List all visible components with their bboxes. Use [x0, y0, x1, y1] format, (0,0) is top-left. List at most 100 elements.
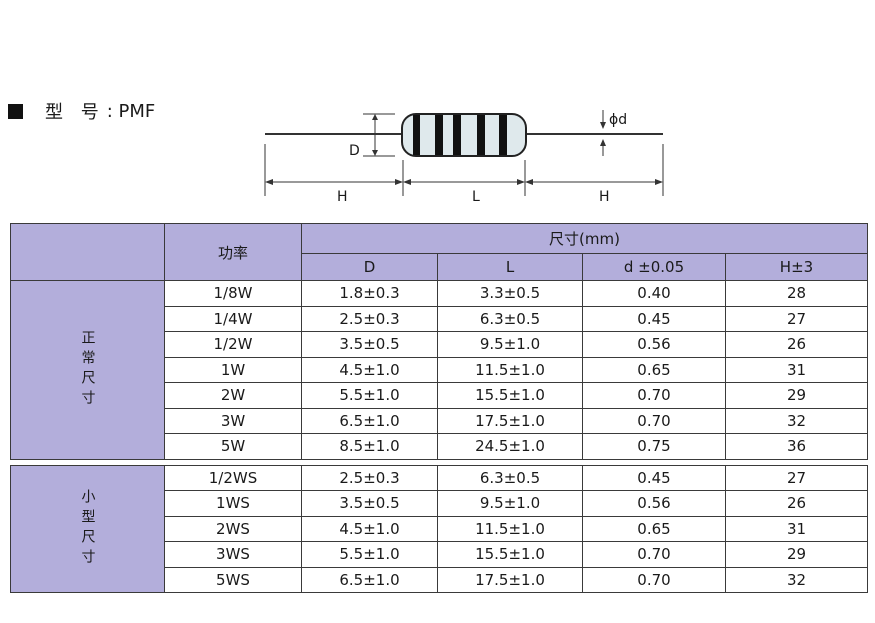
h-cell: 32 [725, 566, 868, 593]
body-length-label: L [472, 189, 480, 205]
d-cell: 4.5±1.0 [301, 515, 438, 542]
d-cell: 6.5±1.0 [301, 407, 438, 434]
d-cell: 2.5±0.3 [301, 305, 438, 332]
l-cell: 6.3±0.5 [437, 464, 583, 491]
lead-d-cell: 0.56 [582, 490, 726, 517]
power-cell: 3WS [164, 541, 302, 568]
d-cell: 5.5±1.0 [301, 382, 438, 409]
d-cell: 2.5±0.3 [301, 464, 438, 491]
model-value: : PMF [106, 100, 156, 122]
h-cell: 27 [725, 305, 868, 332]
d-cell: 4.5±1.0 [301, 356, 438, 383]
power-cell: 2W [164, 382, 302, 409]
l-cell: 17.5±1.0 [437, 407, 583, 434]
h-cell: 28 [725, 280, 868, 307]
power-cell: 1WS [164, 490, 302, 517]
d-cell: 8.5±1.0 [301, 433, 438, 460]
d-cell: 1.8±0.3 [301, 280, 438, 307]
power-cell: 1/2WS [164, 464, 302, 491]
table-row: 3WS 5.5±1.0 15.5±1.0 0.70 29 [11, 541, 868, 568]
lead-d-cell: 0.70 [582, 541, 726, 568]
color-band [413, 115, 420, 155]
right-lead-length-label: H [599, 189, 610, 205]
diameter-label: D [349, 143, 360, 159]
table-row: 1/2W 3.5±0.5 9.5±1.0 0.56 26 [11, 331, 868, 358]
l-cell: 9.5±1.0 [437, 490, 583, 517]
l-cell: 15.5±1.0 [437, 382, 583, 409]
lead-d-cell: 0.56 [582, 331, 726, 358]
power-cell: 1/8W [164, 280, 302, 307]
d-cell: 3.5±0.5 [301, 490, 438, 517]
power-cell: 1W [164, 356, 302, 383]
group-label-text: 小型尺寸 [79, 488, 96, 569]
table-row: 正常尺寸 1/8W 1.8±0.3 3.3±0.5 0.40 28 [10, 280, 868, 460]
group-label: 小型尺寸 [10, 464, 165, 593]
h-cell: 27 [725, 464, 868, 491]
lead-d-cell: 0.40 [582, 280, 726, 307]
lead-diameter-label: ϕd [609, 112, 627, 128]
l-cell: 11.5±1.0 [437, 356, 583, 383]
d-cell: 3.5±0.5 [301, 331, 438, 358]
color-band [435, 115, 443, 155]
h-cell: 26 [725, 490, 868, 517]
power-cell: 1/4W [164, 305, 302, 332]
h-cell: 31 [725, 356, 868, 383]
table-row: 5W 8.5±1.0 24.5±1.0 0.75 36 [11, 433, 868, 460]
spec-table-body: 正常尺寸 1/8W 1.8±0.3 3.3±0.5 0.40 28 1/4W 2.5±0.3 6… [10, 280, 868, 593]
resistor-body [401, 113, 527, 157]
table-row: 1WS 3.5±0.5 9.5±1.0 0.56 26 [11, 490, 868, 517]
lead-d-cell: 0.75 [582, 433, 726, 460]
table-row: 1W 4.5±1.0 11.5±1.0 0.65 31 [11, 356, 868, 383]
lead-d-cell: 0.65 [582, 356, 726, 383]
lead-d-cell: 0.65 [582, 515, 726, 542]
model-heading: 型 号 : PMF [8, 99, 155, 123]
l-cell: 9.5±1.0 [437, 331, 583, 358]
table-row: 小型尺寸 1/2WS 2.5±0.3 6.3±0.5 0.45 27 [10, 464, 868, 593]
spec-table: 功率 尺寸(mm) D L d ±0.05 H±3 正常尺寸 1/8W 1.8±0.… [10, 223, 868, 593]
power-cell: 5W [164, 433, 302, 460]
l-cell: 6.3±0.5 [437, 305, 583, 332]
color-band [453, 115, 461, 155]
resistor-diagram-svg: D ϕd H L H [264, 110, 664, 205]
power-cell: 3W [164, 407, 302, 434]
header-col-d: D [301, 253, 438, 281]
power-cell: 2WS [164, 515, 302, 542]
h-cell: 29 [725, 541, 868, 568]
lead-d-cell: 0.70 [582, 407, 726, 434]
d-cell: 6.5±1.0 [301, 566, 438, 593]
left-lead-length-label: H [337, 189, 348, 205]
color-band [499, 115, 507, 155]
l-cell: 11.5±1.0 [437, 515, 583, 542]
lead-d-cell: 0.45 [582, 464, 726, 491]
l-cell: 17.5±1.0 [437, 566, 583, 593]
l-cell: 15.5±1.0 [437, 541, 583, 568]
group-label-text: 正常尺寸 [79, 329, 96, 410]
header-corner [10, 223, 165, 281]
d-cell: 5.5±1.0 [301, 541, 438, 568]
h-cell: 31 [725, 515, 868, 542]
table-row: 3W 6.5±1.0 17.5±1.0 0.70 32 [11, 407, 868, 434]
h-cell: 32 [725, 407, 868, 434]
table-row: 5WS 6.5±1.0 17.5±1.0 0.70 32 [11, 566, 868, 593]
h-cell: 29 [725, 382, 868, 409]
resistor-dimension-diagram: D ϕd H L H [255, 100, 675, 212]
l-cell: 3.3±0.5 [437, 280, 583, 307]
header-dimensions: 尺寸(mm) [301, 223, 868, 254]
color-band [477, 115, 485, 155]
lead-d-cell: 0.70 [582, 566, 726, 593]
power-cell: 5WS [164, 566, 302, 593]
h-cell: 36 [725, 433, 868, 460]
square-bullet-icon [8, 103, 23, 119]
table-row: 1/4W 2.5±0.3 6.3±0.5 0.45 27 [11, 305, 868, 332]
header-power: 功率 [164, 223, 302, 281]
header-col-l: L [437, 253, 583, 281]
lead-d-cell: 0.70 [582, 382, 726, 409]
lead-d-cell: 0.45 [582, 305, 726, 332]
table-row: 2WS 4.5±1.0 11.5±1.0 0.65 31 [11, 515, 868, 542]
h-cell: 26 [725, 331, 868, 358]
group-separator [10, 458, 868, 466]
header-col-h: H±3 [725, 253, 868, 281]
l-cell: 24.5±1.0 [437, 433, 583, 460]
header-col-lead-d: d ±0.05 [582, 253, 726, 281]
power-cell: 1/2W [164, 331, 302, 358]
